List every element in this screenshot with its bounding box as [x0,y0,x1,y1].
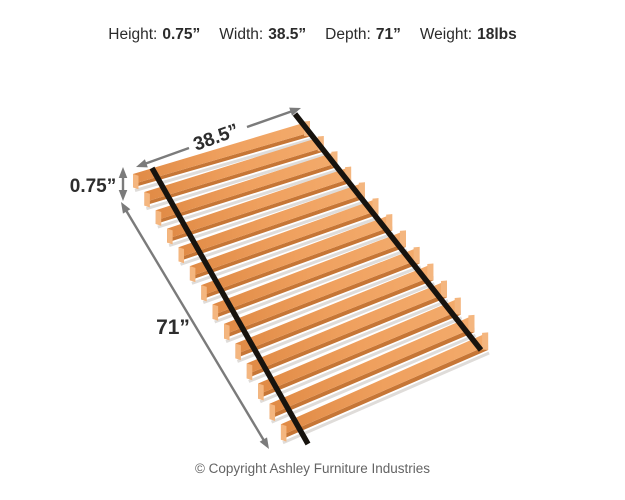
spec-height: Height: 0.75” [108,26,200,44]
spec-width-value: 38.5” [268,26,307,43]
copyright-text: © Copyright Ashley Furniture Industries [194,461,431,476]
spec-weight: Weight: 18lbs [420,26,517,44]
dimension-arrows [118,107,301,449]
spec-height-label: Height: [108,26,158,43]
height-dimension-label: 0.75” [70,176,116,197]
spec-width: Width: 38.5” [219,26,306,44]
spec-depth: Depth: 71” [325,26,401,44]
straps [149,112,484,446]
spec-weight-label: Weight: [419,26,473,43]
depth-dimension-label: 71” [156,316,190,339]
spec-weight-value: 18lbs [477,26,517,43]
spec-header: Height: 0.75” Width: 38.5” Depth: 71” We… [0,26,625,44]
spec-depth-value: 71” [375,26,401,43]
slat-stack [133,121,489,442]
spec-depth-label: Depth: [325,26,371,43]
spec-height-value: 0.75” [162,26,201,43]
slat-shadows [134,138,490,445]
spec-width-label: Width: [219,26,264,43]
